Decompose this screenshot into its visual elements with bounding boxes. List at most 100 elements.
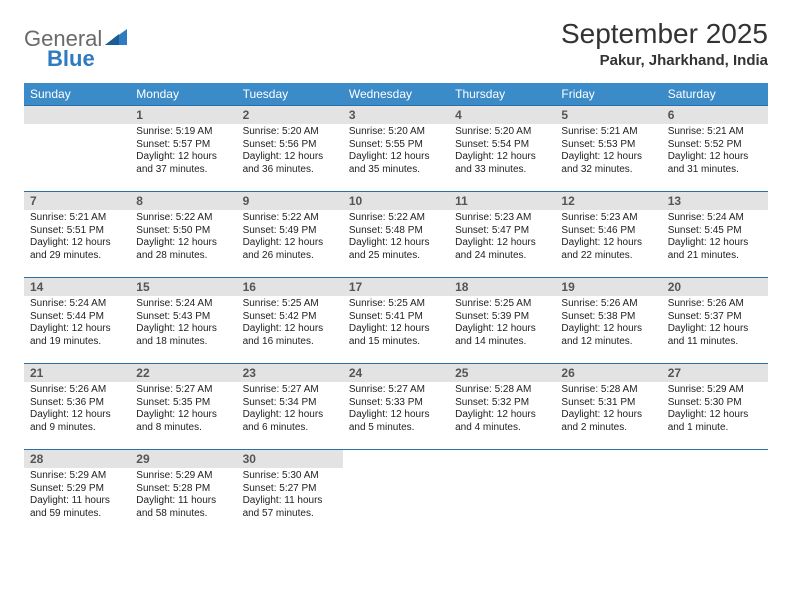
- day-number: 2: [237, 106, 343, 124]
- day-number: 12: [555, 192, 661, 210]
- day-body: Sunrise: 5:29 AMSunset: 5:30 PMDaylight:…: [662, 382, 768, 438]
- day-body: Sunrise: 5:22 AMSunset: 5:48 PMDaylight:…: [343, 210, 449, 266]
- day-line: Sunset: 5:41 PM: [349, 311, 443, 324]
- day-line: Sunrise: 5:23 AM: [561, 212, 655, 225]
- day-line: and 9 minutes.: [30, 422, 124, 435]
- day-line: and 16 minutes.: [243, 336, 337, 349]
- day-body: Sunrise: 5:20 AMSunset: 5:55 PMDaylight:…: [343, 124, 449, 180]
- day-line: Sunrise: 5:25 AM: [243, 298, 337, 311]
- calendar-week-row: 14Sunrise: 5:24 AMSunset: 5:44 PMDayligh…: [24, 278, 768, 364]
- day-line: Daylight: 12 hours: [136, 409, 230, 422]
- calendar-day-cell: 15Sunrise: 5:24 AMSunset: 5:43 PMDayligh…: [130, 278, 236, 364]
- calendar-day-cell: 30Sunrise: 5:30 AMSunset: 5:27 PMDayligh…: [237, 450, 343, 536]
- day-number: 28: [24, 450, 130, 468]
- weekday-header-row: SundayMondayTuesdayWednesdayThursdayFrid…: [24, 83, 768, 106]
- day-line: Sunset: 5:43 PM: [136, 311, 230, 324]
- calendar-day-cell: 12Sunrise: 5:23 AMSunset: 5:46 PMDayligh…: [555, 192, 661, 278]
- calendar-day-cell: 28Sunrise: 5:29 AMSunset: 5:29 PMDayligh…: [24, 450, 130, 536]
- day-line: Daylight: 12 hours: [136, 237, 230, 250]
- day-number: 27: [662, 364, 768, 382]
- day-line: Sunrise: 5:24 AM: [668, 212, 762, 225]
- day-line: Daylight: 12 hours: [668, 237, 762, 250]
- day-body: Sunrise: 5:27 AMSunset: 5:35 PMDaylight:…: [130, 382, 236, 438]
- calendar-week-row: 28Sunrise: 5:29 AMSunset: 5:29 PMDayligh…: [24, 450, 768, 536]
- calendar-day-cell: 10Sunrise: 5:22 AMSunset: 5:48 PMDayligh…: [343, 192, 449, 278]
- day-line: Sunrise: 5:29 AM: [30, 470, 124, 483]
- weekday-header: Wednesday: [343, 83, 449, 106]
- title-block: September 2025 Pakur, Jharkhand, India: [561, 18, 768, 69]
- calendar-day-cell: 26Sunrise: 5:28 AMSunset: 5:31 PMDayligh…: [555, 364, 661, 450]
- day-number: 8: [130, 192, 236, 210]
- day-line: Daylight: 12 hours: [30, 409, 124, 422]
- day-line: Daylight: 12 hours: [349, 323, 443, 336]
- day-body: Sunrise: 5:24 AMSunset: 5:45 PMDaylight:…: [662, 210, 768, 266]
- day-line: Sunrise: 5:27 AM: [136, 384, 230, 397]
- calendar-day-cell: 3Sunrise: 5:20 AMSunset: 5:55 PMDaylight…: [343, 106, 449, 192]
- calendar-day-cell: 25Sunrise: 5:28 AMSunset: 5:32 PMDayligh…: [449, 364, 555, 450]
- day-body: Sunrise: 5:23 AMSunset: 5:46 PMDaylight:…: [555, 210, 661, 266]
- day-line: and 22 minutes.: [561, 250, 655, 263]
- day-line: Sunrise: 5:20 AM: [349, 126, 443, 139]
- day-line: and 14 minutes.: [455, 336, 549, 349]
- day-line: Sunset: 5:45 PM: [668, 225, 762, 238]
- day-number: 10: [343, 192, 449, 210]
- day-line: Sunset: 5:31 PM: [561, 397, 655, 410]
- day-body: Sunrise: 5:20 AMSunset: 5:56 PMDaylight:…: [237, 124, 343, 180]
- logo-triangle-icon: [105, 29, 127, 50]
- day-line: and 26 minutes.: [243, 250, 337, 263]
- calendar-day-cell: 16Sunrise: 5:25 AMSunset: 5:42 PMDayligh…: [237, 278, 343, 364]
- day-body: Sunrise: 5:28 AMSunset: 5:32 PMDaylight:…: [449, 382, 555, 438]
- day-line: Daylight: 12 hours: [455, 151, 549, 164]
- day-number: 17: [343, 278, 449, 296]
- day-line: Sunset: 5:32 PM: [455, 397, 549, 410]
- calendar-day-cell: [449, 450, 555, 536]
- day-line: Daylight: 12 hours: [30, 237, 124, 250]
- day-line: Sunset: 5:38 PM: [561, 311, 655, 324]
- day-line: and 35 minutes.: [349, 164, 443, 177]
- day-number: 29: [130, 450, 236, 468]
- day-line: Sunrise: 5:19 AM: [136, 126, 230, 139]
- calendar-day-cell: 9Sunrise: 5:22 AMSunset: 5:49 PMDaylight…: [237, 192, 343, 278]
- calendar-table: SundayMondayTuesdayWednesdayThursdayFrid…: [24, 83, 768, 536]
- day-line: and 15 minutes.: [349, 336, 443, 349]
- day-body: Sunrise: 5:26 AMSunset: 5:38 PMDaylight:…: [555, 296, 661, 352]
- day-line: Daylight: 12 hours: [243, 323, 337, 336]
- calendar-day-cell: [343, 450, 449, 536]
- day-body: Sunrise: 5:27 AMSunset: 5:34 PMDaylight:…: [237, 382, 343, 438]
- day-number: 19: [555, 278, 661, 296]
- day-line: and 25 minutes.: [349, 250, 443, 263]
- day-number-empty: [24, 106, 130, 124]
- day-line: Sunset: 5:39 PM: [455, 311, 549, 324]
- day-line: Sunset: 5:52 PM: [668, 139, 762, 152]
- day-line: and 19 minutes.: [30, 336, 124, 349]
- day-number: 16: [237, 278, 343, 296]
- day-line: Sunrise: 5:21 AM: [668, 126, 762, 139]
- day-line: Sunset: 5:50 PM: [136, 225, 230, 238]
- weekday-header: Friday: [555, 83, 661, 106]
- day-line: Daylight: 12 hours: [668, 323, 762, 336]
- day-line: Daylight: 11 hours: [136, 495, 230, 508]
- day-line: Sunrise: 5:25 AM: [349, 298, 443, 311]
- calendar-day-cell: 20Sunrise: 5:26 AMSunset: 5:37 PMDayligh…: [662, 278, 768, 364]
- day-line: Sunset: 5:34 PM: [243, 397, 337, 410]
- day-line: Daylight: 12 hours: [455, 409, 549, 422]
- day-line: Sunset: 5:49 PM: [243, 225, 337, 238]
- day-line: Sunrise: 5:22 AM: [243, 212, 337, 225]
- day-line: Sunset: 5:36 PM: [30, 397, 124, 410]
- day-line: Sunrise: 5:29 AM: [668, 384, 762, 397]
- calendar-day-cell: 19Sunrise: 5:26 AMSunset: 5:38 PMDayligh…: [555, 278, 661, 364]
- day-line: and 28 minutes.: [136, 250, 230, 263]
- day-line: Sunrise: 5:23 AM: [455, 212, 549, 225]
- day-line: and 4 minutes.: [455, 422, 549, 435]
- day-line: and 29 minutes.: [30, 250, 124, 263]
- calendar-day-cell: 13Sunrise: 5:24 AMSunset: 5:45 PMDayligh…: [662, 192, 768, 278]
- day-number: 23: [237, 364, 343, 382]
- calendar-day-cell: 18Sunrise: 5:25 AMSunset: 5:39 PMDayligh…: [449, 278, 555, 364]
- day-line: and 18 minutes.: [136, 336, 230, 349]
- calendar-day-cell: 27Sunrise: 5:29 AMSunset: 5:30 PMDayligh…: [662, 364, 768, 450]
- day-number: 5: [555, 106, 661, 124]
- day-number: 11: [449, 192, 555, 210]
- day-number: 15: [130, 278, 236, 296]
- day-line: Sunrise: 5:21 AM: [30, 212, 124, 225]
- day-body: Sunrise: 5:25 AMSunset: 5:39 PMDaylight:…: [449, 296, 555, 352]
